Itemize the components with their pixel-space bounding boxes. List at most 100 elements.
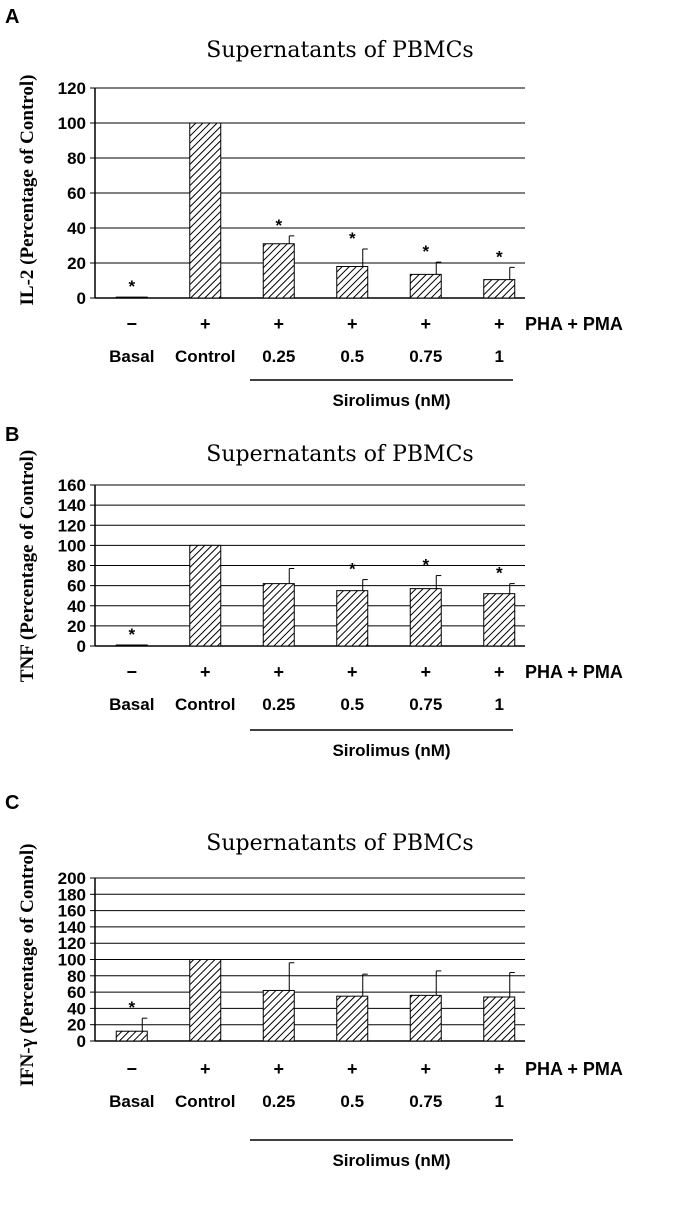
bar-1 xyxy=(483,996,516,1042)
y-tick-label: 160 xyxy=(58,902,86,921)
x-category-label: Basal xyxy=(109,1092,154,1111)
x-category-label: 1 xyxy=(495,1092,504,1111)
y-tick-label: 120 xyxy=(58,516,86,535)
x-category-label: 0.75 xyxy=(409,695,442,714)
y-tick-label: 20 xyxy=(67,617,86,636)
chart-title: Supernatants of PBMCs xyxy=(206,442,473,467)
y-tick-label: 80 xyxy=(67,967,86,986)
significance-marker: * xyxy=(349,229,356,248)
treatment-label: PHA + PMA xyxy=(525,1059,623,1079)
y-tick-label: 40 xyxy=(67,999,86,1018)
y-tick-label: 0 xyxy=(77,289,86,308)
x-category-label: Control xyxy=(175,695,235,714)
pha-pma-sign: + xyxy=(420,314,431,334)
y-tick-label: 60 xyxy=(67,184,86,203)
y-tick-label: 120 xyxy=(58,934,86,953)
panel-letter: B xyxy=(5,424,19,446)
group-label: Sirolimus (nM) xyxy=(332,1151,450,1170)
bar-basal xyxy=(115,1030,148,1042)
y-tick-label: 120 xyxy=(58,79,86,98)
x-category-label: 0.75 xyxy=(409,1092,442,1111)
pha-pma-sign: + xyxy=(347,314,358,334)
panel-c: C Supernatants of PBMCs IFN-γ (Percentage … xyxy=(5,792,623,1170)
x-category-label: Control xyxy=(175,347,235,366)
pha-pma-sign: + xyxy=(494,314,505,334)
pha-pma-sign: + xyxy=(494,1059,505,1079)
pha-pma-sign: − xyxy=(126,662,137,682)
treatment-label: PHA + PMA xyxy=(525,314,623,334)
pha-pma-sign: + xyxy=(273,1059,284,1079)
bar-control xyxy=(189,544,222,647)
x-category-label: 0.5 xyxy=(340,347,364,366)
x-category-label: Control xyxy=(175,1092,235,1111)
y-tick-label: 80 xyxy=(67,557,86,576)
pha-pma-sign: + xyxy=(273,662,284,682)
chart-title: Supernatants of PBMCs xyxy=(206,38,473,63)
x-category-label: 0.5 xyxy=(340,1092,364,1111)
y-tick-label: 0 xyxy=(77,637,86,656)
y-tick-label: 40 xyxy=(67,219,86,238)
x-category-label: 0.5 xyxy=(340,695,364,714)
y-tick-label: 20 xyxy=(67,254,86,273)
y-tick-label: 160 xyxy=(58,476,86,495)
y-tick-label: 60 xyxy=(67,983,86,1002)
y-tick-label: 40 xyxy=(67,597,86,616)
pha-pma-sign: + xyxy=(200,662,211,682)
group-label: Sirolimus (nM) xyxy=(332,741,450,760)
pha-pma-sign: + xyxy=(200,314,211,334)
x-category-label: 0.75 xyxy=(409,347,442,366)
y-tick-label: 200 xyxy=(58,869,86,888)
y-tick-label: 0 xyxy=(77,1032,86,1051)
pha-pma-sign: + xyxy=(273,314,284,334)
pha-pma-sign: + xyxy=(200,1059,211,1079)
significance-marker: * xyxy=(496,564,503,583)
significance-marker: * xyxy=(128,998,135,1017)
pha-pma-sign: + xyxy=(347,662,358,682)
bar-1 xyxy=(483,279,516,299)
chart-title: Supernatants of PBMCs xyxy=(206,831,473,856)
y-axis-label: IFN-γ (Percentage of Control) xyxy=(17,844,38,1087)
y-tick-label: 100 xyxy=(58,114,86,133)
y-tick-label: 140 xyxy=(58,496,86,515)
pha-pma-sign: + xyxy=(347,1059,358,1079)
bar-1 xyxy=(483,593,516,647)
significance-marker: * xyxy=(349,560,356,579)
y-tick-label: 100 xyxy=(58,536,86,555)
significance-marker: * xyxy=(496,247,503,266)
x-category-label: 1 xyxy=(495,347,504,366)
bar-0-75 xyxy=(409,994,442,1042)
bar-control xyxy=(189,122,222,299)
pha-pma-sign: + xyxy=(494,662,505,682)
panel-letter: A xyxy=(5,6,19,28)
x-category-label: 0.25 xyxy=(262,695,295,714)
bar-0-5 xyxy=(336,590,369,647)
y-tick-label: 80 xyxy=(67,149,86,168)
bar-0-5 xyxy=(336,266,369,299)
y-tick-label: 100 xyxy=(58,951,86,970)
bar-0-5 xyxy=(336,995,369,1042)
y-tick-label: 20 xyxy=(67,1016,86,1035)
x-category-label: 1 xyxy=(495,695,504,714)
bar-control xyxy=(189,959,222,1042)
panel-b: B Supernatants of PBMCs TNF (Percentage of… xyxy=(5,424,623,760)
y-tick-label: 140 xyxy=(58,918,86,937)
treatment-label: PHA + PMA xyxy=(525,662,623,682)
bar-0-75 xyxy=(409,588,442,647)
x-category-label: Basal xyxy=(109,347,154,366)
significance-marker: * xyxy=(422,242,429,261)
significance-marker: * xyxy=(275,216,282,235)
pha-pma-sign: + xyxy=(420,1059,431,1079)
panel-letter: C xyxy=(5,792,19,814)
significance-marker: * xyxy=(128,277,135,296)
bar-basal xyxy=(115,644,148,647)
significance-marker: * xyxy=(422,556,429,575)
x-category-label: 0.25 xyxy=(262,1092,295,1111)
y-axis-label: TNF (Percentage of Control) xyxy=(17,450,38,682)
group-label: Sirolimus (nM) xyxy=(332,391,450,410)
pha-pma-sign: − xyxy=(126,1059,137,1079)
y-tick-label: 60 xyxy=(67,577,86,596)
bar-0-25 xyxy=(262,989,295,1042)
y-tick-label: 180 xyxy=(58,885,86,904)
pha-pma-sign: + xyxy=(420,662,431,682)
